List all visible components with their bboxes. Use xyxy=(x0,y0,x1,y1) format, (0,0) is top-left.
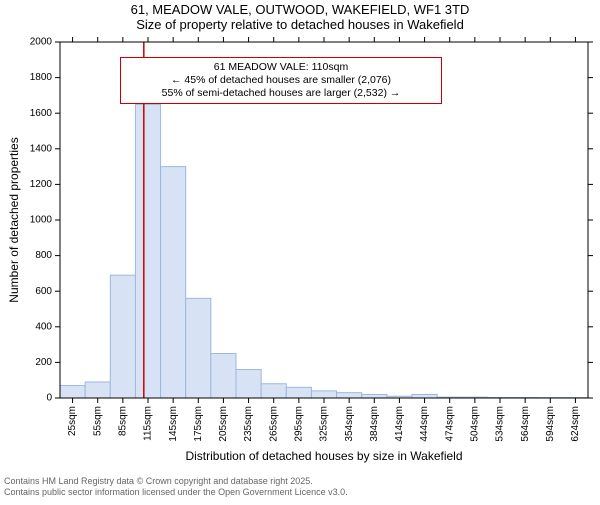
histogram-bar xyxy=(261,384,286,398)
x-tick-label: 85sqm xyxy=(117,406,128,436)
chart-container: 61, MEADOW VALE, OUTWOOD, WAKEFIELD, WF1… xyxy=(0,0,600,500)
x-tick-label: 354sqm xyxy=(344,406,355,442)
y-tick-label: 0 xyxy=(46,393,52,404)
callout-line-3: 55% of semi-detached houses are larger (… xyxy=(127,87,435,100)
histogram-bar xyxy=(362,394,387,398)
y-tick-label: 1600 xyxy=(30,108,53,119)
footer-attribution: Contains HM Land Registry data © Crown c… xyxy=(4,476,348,498)
histogram-bar xyxy=(60,386,85,398)
histogram-bar xyxy=(337,393,362,398)
y-tick-label: 800 xyxy=(35,250,52,261)
histogram-bar xyxy=(286,387,311,398)
x-tick-label: 474sqm xyxy=(444,406,455,442)
x-tick-label: 384sqm xyxy=(369,406,380,442)
histogram-bar xyxy=(211,354,236,399)
callout-box: 61 MEADOW VALE: 110sqm← 45% of detached … xyxy=(120,57,442,104)
x-tick-label: 534sqm xyxy=(495,406,506,442)
x-tick-label: 235sqm xyxy=(243,406,254,442)
x-tick-label: 145sqm xyxy=(168,406,179,442)
x-tick-label: 564sqm xyxy=(520,406,531,442)
x-tick-label: 444sqm xyxy=(419,406,430,442)
footer-line-2: Contains public sector information licen… xyxy=(4,487,348,498)
x-tick-label: 205sqm xyxy=(218,406,229,442)
x-tick-label: 295sqm xyxy=(293,406,304,442)
y-tick-label: 1800 xyxy=(30,72,53,83)
x-tick-label: 265sqm xyxy=(268,406,279,442)
x-tick-label: 504sqm xyxy=(469,406,480,442)
callout-line-1: 61 MEADOW VALE: 110sqm xyxy=(127,61,435,74)
x-tick-label: 624sqm xyxy=(570,406,581,442)
histogram-bar xyxy=(110,275,135,398)
y-tick-label: 1400 xyxy=(30,143,53,154)
y-tick-label: 1200 xyxy=(30,179,53,190)
histogram-bar xyxy=(186,298,211,398)
x-tick-label: 414sqm xyxy=(394,406,405,442)
x-tick-label: 325sqm xyxy=(319,406,330,442)
title-line-1: 61, MEADOW VALE, OUTWOOD, WAKEFIELD, WF1… xyxy=(0,2,600,17)
y-tick-label: 1000 xyxy=(30,215,53,226)
title-line-2: Size of property relative to detached ho… xyxy=(0,17,600,32)
footer-line-1: Contains HM Land Registry data © Crown c… xyxy=(4,476,348,487)
x-tick-label: 25sqm xyxy=(67,406,78,436)
histogram-bar xyxy=(236,370,261,398)
x-tick-label: 594sqm xyxy=(545,406,556,442)
y-tick-label: 400 xyxy=(35,321,52,332)
histogram-bar xyxy=(311,391,336,398)
x-axis-label: Distribution of detached houses by size … xyxy=(185,449,462,463)
y-tick-label: 2000 xyxy=(30,37,53,48)
x-tick-label: 55sqm xyxy=(92,406,103,436)
x-tick-label: 115sqm xyxy=(143,406,154,441)
callout-line-2: ← 45% of detached houses are smaller (2,… xyxy=(127,74,435,87)
histogram-bar xyxy=(161,167,186,398)
y-axis-label: Number of detached properties xyxy=(7,137,21,302)
histogram-bar xyxy=(412,394,437,398)
histogram-bar xyxy=(85,382,110,398)
y-tick-label: 600 xyxy=(35,286,52,297)
y-tick-label: 200 xyxy=(35,357,52,368)
x-tick-label: 175sqm xyxy=(193,406,204,442)
chart-titles: 61, MEADOW VALE, OUTWOOD, WAKEFIELD, WF1… xyxy=(0,2,600,32)
histogram-bar xyxy=(135,104,160,398)
